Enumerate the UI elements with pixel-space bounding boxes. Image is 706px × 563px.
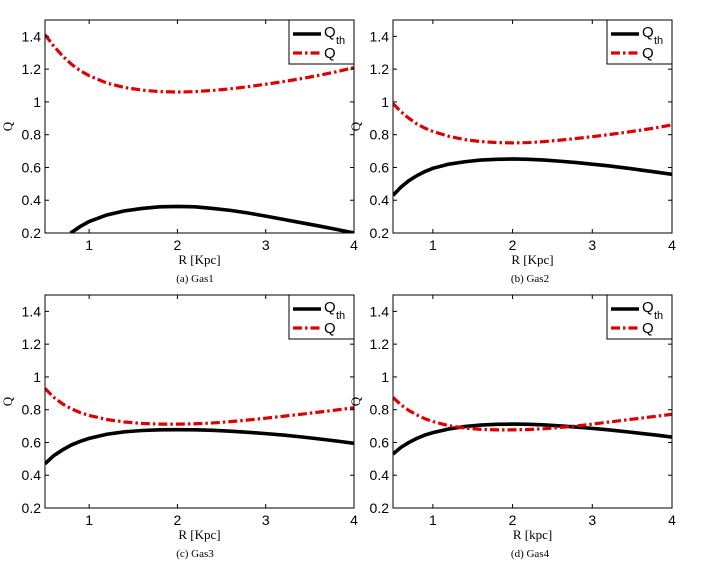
series-qth-line: [45, 427, 354, 466]
legend-qth-subscript: th: [336, 35, 345, 47]
x-tick-label: 1: [85, 512, 93, 528]
legend-qth-label: Q: [324, 299, 336, 316]
series-qth-line: [393, 422, 672, 456]
legend-qth-subscript: th: [654, 35, 663, 47]
legend-q-label: Q: [324, 320, 336, 337]
chart-panel-4: 1 2 3 40.20.40.60.811.21.4R [kpc]QQ thQ(d) G…: [348, 294, 676, 560]
y-axis-label: Q: [348, 121, 363, 131]
x-tick-label: 1: [85, 237, 93, 253]
axes-frame: [392, 294, 673, 509]
legend-box: [288, 19, 355, 65]
x-tick-label: 4: [668, 512, 676, 528]
y-tick-label: 1: [381, 369, 389, 385]
legend-box: [288, 294, 355, 340]
x-tick-label: 4: [350, 512, 358, 528]
legend-q-label: Q: [642, 320, 654, 337]
axes-frame: [392, 19, 673, 234]
x-axis-label: R [Kpc]: [178, 527, 220, 542]
axes-frame: [44, 294, 355, 509]
y-axis-label: Q: [348, 396, 363, 406]
x-axis-label: R [Kpc]: [511, 252, 553, 267]
y-tick-label: 0.6: [22, 434, 42, 450]
y-tick-label: 1.4: [22, 28, 42, 44]
y-tick-label: 0.6: [370, 159, 390, 175]
y-tick-label: 0.4: [370, 467, 390, 483]
legend-box: [606, 19, 673, 65]
x-tick-label: 2: [174, 237, 182, 253]
series-q-line: [45, 33, 354, 94]
y-tick-label: 1.2: [370, 336, 390, 352]
series-q-line: [393, 396, 672, 432]
panel-caption: (d) Gas4: [511, 548, 550, 560]
x-tick-label: 2: [174, 512, 182, 528]
y-tick-label: 1: [33, 369, 41, 385]
legend-box: [606, 294, 673, 340]
legend-qth-subscript: th: [336, 310, 345, 322]
chart-panel-1: 1 2 3 40.20.40.60.811.21.4R [Kpc]QQ thQ(a) G…: [0, 19, 358, 285]
panel-caption: (c) Gas3: [176, 548, 214, 560]
y-tick-label: 0.2: [370, 500, 390, 516]
series-q-line: [393, 102, 672, 145]
x-tick-label: 2: [509, 237, 517, 253]
legend-qth-label: Q: [642, 299, 654, 316]
y-tick-label: 0.2: [370, 225, 390, 241]
y-tick-label: 0.8: [370, 402, 390, 418]
series-qth-line: [69, 204, 354, 233]
y-axis-label: Q: [0, 396, 15, 406]
legend-q-label: Q: [642, 45, 654, 62]
x-axis-label: R [kpc]: [513, 527, 552, 542]
legend-qth-subscript: th: [654, 310, 663, 322]
x-tick-label: 3: [588, 237, 596, 253]
x-tick-label: 3: [262, 512, 270, 528]
x-tick-label: 4: [350, 237, 358, 253]
x-tick-label: 1: [429, 237, 437, 253]
y-tick-label: 1.2: [22, 336, 42, 352]
chart-panel-2: 1 2 3 40.20.40.60.811.21.4R [Kpc]QQ thQ(b) G…: [348, 19, 676, 285]
y-tick-label: 0.4: [22, 467, 42, 483]
y-tick-label: 1: [33, 94, 41, 110]
legend-q-label: Q: [324, 45, 336, 62]
panel-caption: (b) Gas2: [511, 273, 549, 285]
y-tick-label: 0.6: [22, 159, 42, 175]
legend-qth-label: Q: [324, 24, 336, 41]
axes-frame: [44, 19, 355, 234]
series-q-line: [45, 387, 354, 426]
chart-panel-3: 1 2 3 40.20.40.60.811.21.4R [Kpc]QQ thQ(c) G…: [0, 294, 358, 560]
y-tick-label: 1.2: [22, 61, 42, 77]
legend-qth-label: Q: [642, 24, 654, 41]
series-qth-line: [393, 157, 672, 197]
y-tick-label: 0.8: [22, 402, 42, 418]
y-tick-label: 0.8: [370, 127, 390, 143]
y-tick-label: 0.2: [22, 225, 42, 241]
y-tick-label: 1: [381, 94, 389, 110]
x-tick-label: 4: [668, 237, 676, 253]
y-tick-label: 1.4: [22, 303, 42, 319]
panel-caption: (a) Gas1: [176, 273, 214, 285]
y-tick-label: 0.8: [22, 127, 42, 143]
x-tick-label: 3: [588, 512, 596, 528]
y-tick-label: 0.4: [22, 192, 42, 208]
x-axis-label: R [Kpc]: [178, 252, 220, 267]
y-tick-label: 0.2: [22, 500, 42, 516]
y-tick-label: 0.4: [370, 192, 390, 208]
y-tick-label: 1.4: [370, 28, 390, 44]
y-tick-label: 1.4: [370, 303, 390, 319]
y-tick-label: 0.6: [370, 434, 390, 450]
x-tick-label: 2: [509, 512, 517, 528]
y-axis-label: Q: [0, 121, 15, 131]
x-tick-label: 1: [429, 512, 437, 528]
y-tick-label: 1.2: [370, 61, 390, 77]
x-tick-label: 3: [262, 237, 270, 253]
